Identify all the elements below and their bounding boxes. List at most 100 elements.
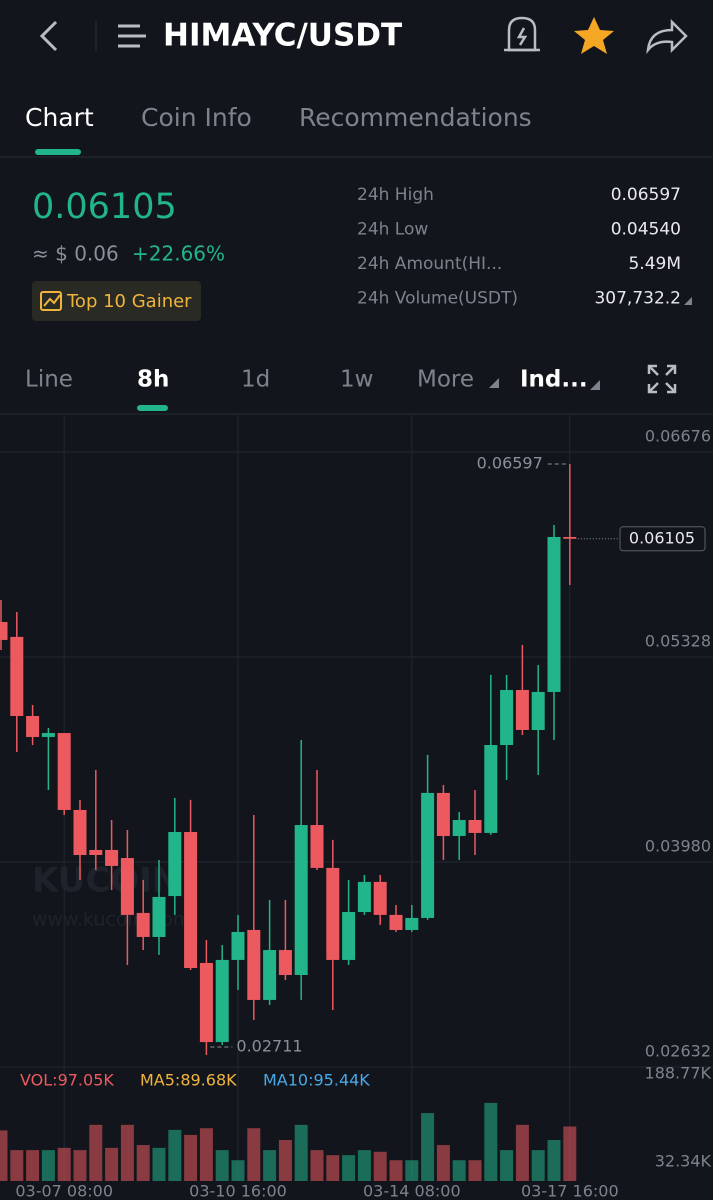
candle-body [294, 825, 308, 975]
candle-body [10, 636, 24, 716]
volume-bar [152, 1147, 166, 1181]
candle-body [421, 792, 435, 918]
volume-bar [468, 1160, 482, 1181]
volume-bar [547, 1140, 561, 1181]
x-tick-label: 03-14 08:00 [363, 1182, 461, 1200]
candle-body [405, 917, 419, 930]
candle-body [26, 715, 40, 737]
volume-bar [294, 1124, 308, 1181]
y-tick-label: 0.06676 [645, 426, 711, 445]
candlestick-chart: KUCOIN www.kucoin.com 0.06676 0.05328 0.0398… [0, 415, 713, 1200]
x-tick-label: 03-07 08:00 [15, 1182, 113, 1200]
candle-body [136, 912, 150, 937]
volume-bar [436, 1145, 450, 1181]
interval[interactable]: 1d [241, 367, 270, 393]
back-button[interactable] [39, 20, 58, 52]
stat-label: 24h Volume(USDT) [357, 289, 518, 309]
menu-icon[interactable] [118, 24, 146, 48]
volume-bar [515, 1124, 529, 1181]
candle-body [41, 733, 55, 737]
volume-bar [89, 1124, 103, 1181]
volume-bar [421, 1113, 435, 1181]
interval[interactable]: More [417, 367, 474, 393]
candle-body [57, 733, 71, 810]
watermark: www.kucoin.com [32, 909, 191, 931]
stat-value: 307,732.2 [594, 289, 681, 309]
dropdown-icon [489, 378, 499, 388]
candle-body [199, 962, 213, 1043]
volume-bar [120, 1124, 134, 1181]
share-icon[interactable] [646, 18, 688, 55]
volume-bar [342, 1155, 356, 1181]
volume-bar [10, 1150, 24, 1181]
tab[interactable]: Coin Info [141, 103, 252, 132]
x-tick-label: 03-10 16:00 [189, 1182, 287, 1200]
candle-body [89, 849, 103, 855]
volume-legend: VOL:97.05K [20, 1071, 114, 1090]
change-percent: +22.66% [132, 242, 225, 266]
candle-body [452, 820, 466, 836]
volume-bar [357, 1150, 371, 1181]
volume-legend: MA5:89.68K [140, 1071, 237, 1090]
last-price-label: 0.06105 [629, 528, 695, 547]
candle-body [278, 950, 292, 975]
interval[interactable]: Line [25, 367, 73, 393]
volume-bar [247, 1128, 261, 1181]
high-marker-label: 0.06597 [477, 453, 543, 472]
candle-body [547, 536, 561, 692]
volume-bar [215, 1150, 229, 1181]
y-tick-label: 0.05328 [645, 631, 711, 650]
candle-body [105, 849, 119, 866]
volume-bar [184, 1134, 198, 1181]
candle-body [152, 896, 166, 937]
interval[interactable]: 8h [137, 367, 169, 393]
volume-tick-label: 188.77K [645, 1064, 712, 1083]
volume-bar [563, 1126, 577, 1181]
volume-bar [500, 1150, 514, 1181]
candle-body [389, 914, 403, 930]
candle-body [357, 881, 371, 913]
candle-body [263, 950, 277, 1000]
candle-body [468, 820, 482, 833]
badge-icon [40, 291, 62, 311]
interval-indicator [137, 405, 168, 411]
y-tick-label: 0.03980 [645, 836, 711, 855]
usd-price: ≈ $ 0.06 [32, 242, 119, 266]
candle-body [184, 832, 198, 968]
dropdown-icon [590, 380, 600, 390]
candle-body [373, 881, 387, 915]
tab[interactable]: Recommendations [299, 103, 532, 132]
badge-icon [43, 294, 61, 307]
alert-icon[interactable] [504, 16, 540, 52]
volume-bar [531, 1150, 545, 1181]
stat-label: 24h High [357, 185, 434, 205]
tab-indicator [35, 149, 81, 155]
last-price-box [619, 526, 706, 552]
candle-body [120, 858, 134, 915]
candle-body [484, 745, 498, 833]
stats: 24h High 0.06597 24h Low 0.04540 24h Amount(… [357, 185, 681, 309]
volume-bar [452, 1160, 466, 1181]
volume-bar [73, 1150, 87, 1181]
fullscreen-icon[interactable] [647, 364, 677, 394]
candle-body [215, 959, 229, 1043]
badge[interactable] [32, 281, 201, 321]
volume-bar [105, 1147, 119, 1181]
tab[interactable]: Chart [25, 103, 94, 132]
volume-bar [57, 1147, 71, 1181]
candle-body [231, 931, 245, 960]
candle-body [563, 536, 577, 539]
dropdown-icon[interactable] [684, 297, 692, 305]
interval[interactable]: 1w [340, 367, 373, 393]
volume-bar [405, 1160, 419, 1181]
stat-value: 5.49M [628, 254, 681, 274]
indicator-menu[interactable]: Ind... [520, 367, 588, 393]
stat-value: 0.06597 [611, 185, 681, 205]
volume-bar [136, 1145, 150, 1181]
stat-label: 24h Amount(HI... [357, 254, 502, 274]
y-tick-label: 0.02632 [645, 1042, 711, 1061]
volume-bar [231, 1160, 245, 1181]
favorite-star[interactable] [574, 17, 614, 54]
